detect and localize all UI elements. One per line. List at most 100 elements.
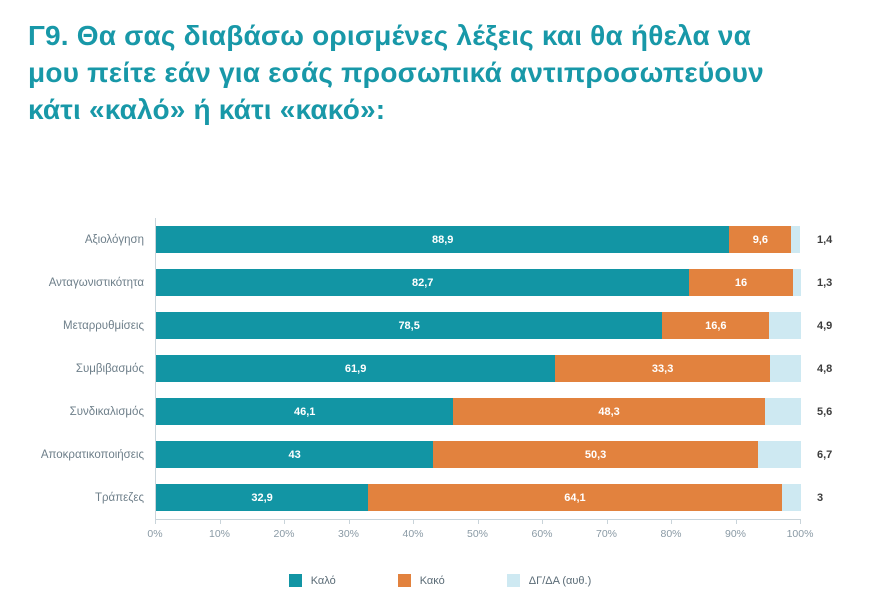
segment-value-label: 64,1 (564, 491, 586, 504)
legend-swatch-icon (397, 574, 411, 587)
bar-segment-bad: 33,3 (555, 355, 771, 382)
segment-value-label: 82,7 (411, 276, 434, 289)
bar-track: 61,9 33,3 (156, 355, 801, 382)
bar-track: 32,9 64,1 (156, 484, 801, 511)
segment-value-label: 9,6 (752, 233, 768, 246)
x-axis-tick-label: 50% (466, 528, 489, 540)
bar-segment-bad: 50,3 (433, 441, 758, 468)
x-axis-tick-label: 100% (786, 528, 814, 540)
segment-value-label: 48,3 (598, 405, 620, 418)
bar-segment-good: 88,9 (156, 226, 730, 253)
bar-segment-dontknow (764, 398, 801, 425)
x-axis-tick-mark (155, 520, 156, 524)
segment-value-label: 32,9 (251, 491, 273, 504)
bar-track: 82,7 16 (156, 269, 801, 296)
x-axis-tick-label: 20% (273, 528, 295, 540)
bar-segment-good: 82,7 (156, 269, 690, 296)
x-axis-tick-mark (348, 520, 350, 524)
legend-label: ΔΓ/ΔΑ (αυθ.) (528, 574, 592, 587)
bar-segment-good: 43 (156, 441, 434, 468)
x-axis-tick-label: 90% (724, 528, 747, 540)
legend-label: Καλό (310, 574, 336, 587)
bar-track: 88,9 9,6 (156, 226, 801, 253)
legend-item-good: Καλό (288, 574, 336, 587)
category-label: Συνδικαλισμός (69, 405, 144, 418)
legend-item-dontknow: ΔΓ/ΔΑ (αυθ.) (506, 574, 592, 587)
x-axis-tick-mark (606, 520, 608, 524)
bar-segment-good: 61,9 (156, 355, 556, 382)
x-axis-tick-label: 40% (402, 528, 424, 540)
chart-row: Μεταρρυθμίσεις 78,5 16,6 4,9 (63, 304, 832, 347)
bar-segment-bad: 9,6 (729, 226, 792, 253)
bar-segment-bad: 64,1 (368, 484, 782, 511)
chart-plot-area: Αξιολόγηση 88,9 9,6 1,4 Ανταγωνιστικότητα 82,… (41, 218, 832, 520)
segment-value-label: 46,1 (293, 405, 316, 418)
bar-segment-bad: 48,3 (453, 398, 765, 425)
dontknow-value-label: 1,3 (817, 276, 833, 289)
category-label: Συμβιβασμός (75, 362, 144, 375)
x-axis-tick-label: 0% (147, 528, 163, 540)
x-axis-tick-mark (671, 520, 672, 524)
segment-value-label: 16,6 (705, 319, 727, 332)
dontknow-value-label: 6,7 (817, 448, 833, 461)
bar-segment-good: 46,1 (156, 398, 454, 425)
x-axis-tick-mark (542, 520, 543, 524)
segment-value-label: 61,9 (344, 362, 367, 375)
chart-row: Συνδικαλισμός 46,1 48,3 5,6 (70, 390, 832, 433)
bar-segment-dontknow (757, 441, 801, 468)
stacked-bar-chart: Αξιολόγηση 88,9 9,6 1,4 Ανταγωνιστικότητα 82,… (0, 218, 880, 587)
page-title: Γ9. Θα σας διαβάσω ορισμένες λέξεις και … (28, 20, 764, 125)
x-axis-tick-mark (800, 520, 801, 524)
segment-value-label: 43 (288, 448, 301, 461)
x-axis-tick-mark (413, 520, 414, 524)
x-axis-tick-label: 80% (660, 528, 682, 540)
x-axis-tick-mark (477, 520, 479, 524)
segment-value-label: 88,9 (431, 233, 454, 246)
chart-legend: Καλό Κακό ΔΓ/ΔΑ (αυθ.) (0, 574, 880, 587)
x-axis-tick-label: 70% (595, 528, 618, 540)
legend-swatch-icon (288, 574, 302, 587)
chart-row: Συμβιβασμός 61,9 33,3 4,8 (76, 347, 832, 390)
legend-label: Κακό (419, 574, 445, 587)
legend-item-bad: Κακό (397, 574, 445, 587)
x-axis-tick-label: 10% (208, 528, 231, 540)
dontknow-value-label: 1,4 (817, 233, 833, 246)
bar-segment-good: 32,9 (156, 484, 369, 511)
x-axis-tick-label: 60% (531, 528, 553, 540)
bar-segment-dontknow (791, 226, 801, 253)
bar-segment-dontknow (792, 269, 801, 296)
category-label: Αποκρατικοποιήσεις (40, 448, 144, 461)
chart-row: Ανταγωνιστικότητα 82,7 16 1,3 (49, 261, 832, 304)
dontknow-value-label: 5,6 (817, 405, 833, 418)
segment-value-label: 33,3 (651, 362, 674, 375)
bar-track: 43 50,3 (156, 441, 801, 468)
segment-value-label: 78,5 (398, 319, 420, 332)
category-label: Τράπεζες (94, 491, 144, 504)
bar-track: 46,1 48,3 (156, 398, 801, 425)
category-label: Ανταγωνιστικότητα (48, 276, 144, 289)
bar-segment-dontknow (781, 484, 801, 511)
dontknow-value-label: 4,8 (817, 362, 833, 375)
x-axis-tick-mark (735, 520, 737, 524)
segment-value-label: 16 (734, 276, 748, 289)
dontknow-value-label: 3 (817, 491, 824, 504)
x-axis-tick-mark (219, 520, 221, 524)
category-label: Αξιολόγηση (84, 233, 144, 246)
bar-segment-dontknow (769, 312, 801, 339)
category-label: Μεταρρυθμίσεις (62, 319, 144, 332)
x-axis-tick-label: 30% (337, 528, 360, 540)
x-axis-tick-mark (284, 520, 285, 524)
x-axis: 0% 10% 20% 30% 40% 50% 60% 70% 80% 90% 100% (147, 520, 813, 546)
legend-swatch-icon (506, 574, 520, 587)
bar-track: 78,5 16,6 (156, 312, 801, 339)
chart-row: Αξιολόγηση 88,9 9,6 1,4 (85, 218, 832, 261)
dontknow-value-label: 4,9 (817, 319, 833, 332)
bar-segment-bad: 16,6 (662, 312, 770, 339)
bar-segment-bad: 16 (689, 269, 793, 296)
bar-segment-dontknow (770, 355, 801, 382)
chart-row: Τράπεζες 32,9 64,1 3 (95, 476, 823, 519)
chart-row: Αποκρατικοποιήσεις 43 50,3 6,7 (41, 433, 832, 476)
segment-value-label: 50,3 (584, 448, 607, 461)
bar-segment-good: 78,5 (156, 312, 663, 339)
